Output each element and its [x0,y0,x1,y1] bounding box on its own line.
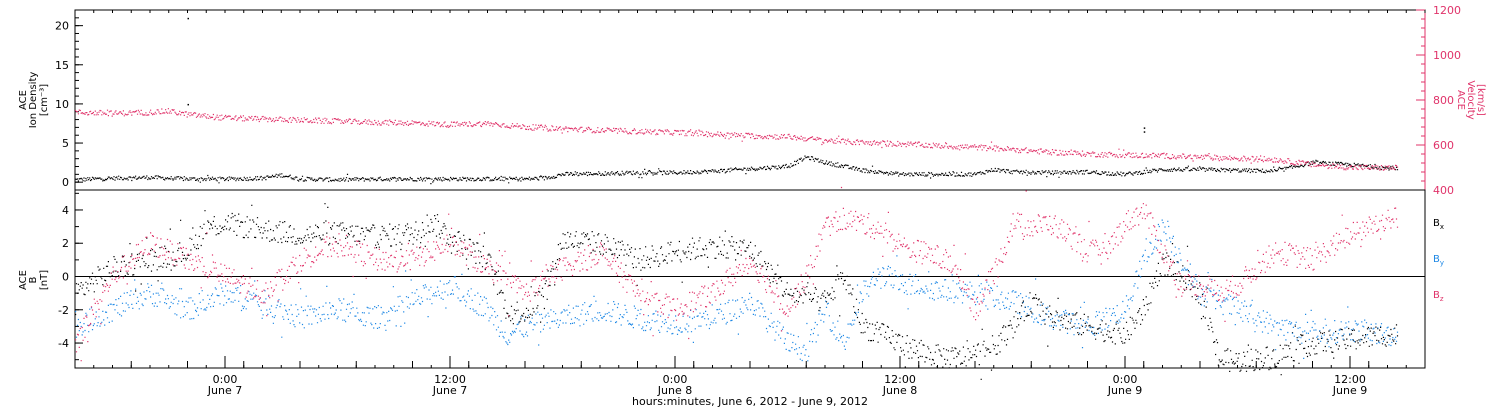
x-tick-date-label: June 7 [432,384,467,397]
top-left-tick-label: 15 [55,59,69,72]
top-right-axis: 400 600 800 1000 1200 [1416,4,1461,197]
series-bx-line [75,203,1399,380]
bottom-left-tick-label: 4 [62,204,69,217]
top-left-axis: 0 5 10 15 20 [55,17,83,189]
top-right-tick-label: 1200 [1433,4,1461,17]
top-right-tick-label: 1000 [1433,49,1461,62]
top-left-label-line-3: [cm⁻³] [39,84,50,116]
bottom-left-axis: -4 -2 0 2 4 [58,192,83,361]
bottom-left-label-line-3: [nT] [39,270,50,290]
bottom-left-tick-label: -2 [58,304,69,317]
top-panel-frame [74,9,1426,191]
x-tick-date-label: June 9 [1332,384,1367,397]
bottom-panel-frame [74,189,1426,369]
series-by-line [75,219,1399,362]
top-panel: 0 5 10 15 20 400 600 800 1000 1200 ACE Ion Densi… [18,4,1486,197]
top-series [75,17,1399,185]
x-tick-time-label: 12:00 [434,373,466,386]
x-tick-time-label: 0:00 [663,373,688,386]
x-tick-date-label: June 9 [1107,384,1142,397]
bottom-left-label-line-1: ACE [18,270,29,290]
x-tick-date-label: June 7 [207,384,242,397]
top-left-tick-label: 20 [55,20,69,33]
top-right-label-line-1: ACE [1455,90,1466,110]
top-right-tick-label: 400 [1433,184,1454,197]
x-tick-time-label: 12:00 [884,373,916,386]
bottom-left-tick-label: 0 [62,271,69,284]
x-tick-time-label: 12:00 [1334,373,1366,386]
top-right-axis-label: ACE Velocity [km/s] [1455,80,1486,119]
legend-item-bz: Bz [1433,290,1444,303]
top-left-label-line-2: Ion Density [28,72,39,129]
top-left-tick-label: 5 [62,137,69,150]
series-bz-line [75,186,1399,362]
top-right-tick-label: 600 [1433,139,1454,152]
legend-item-by: By [1433,254,1444,267]
top-outlier-point [187,103,189,106]
x-tick-time-label: 0:00 [1113,373,1138,386]
bottom-series [75,186,1399,380]
x-tick-date-label: June 8 [882,384,917,397]
top-series-density-line [75,155,1399,185]
x-tick-time-label: 0:00 [213,373,238,386]
x-tick-date-label: June 8 [657,384,692,397]
top-outlier-point [187,17,189,20]
top-outlier-point [1143,131,1146,133]
top-right-label-line-3: [km/s] [1475,84,1486,116]
top-right-tick-label: 800 [1433,94,1454,107]
top-left-tick-label: 0 [62,176,69,189]
top-outlier-point [1143,127,1146,129]
bottom-left-tick-label: -4 [58,337,69,350]
bottom-left-tick-label: 2 [62,237,69,250]
legend: Bx By Bz [1433,218,1444,303]
bottom-left-axis-label: ACE B [nT] [18,270,50,290]
bottom-left-label-line-2: B [28,276,39,283]
top-left-label-line-1: ACE [18,90,29,110]
top-right-label-line-2: Velocity [1465,80,1476,119]
top-left-tick-label: 10 [55,98,69,111]
x-axis-title: hours:minutes, June 6, 2012 - June 9, 20… [632,395,868,408]
top-series-velocity-line [75,108,1399,171]
top-left-axis-label: ACE Ion Density [cm⁻³] [18,72,50,129]
legend-item-bx: Bx [1433,218,1444,231]
